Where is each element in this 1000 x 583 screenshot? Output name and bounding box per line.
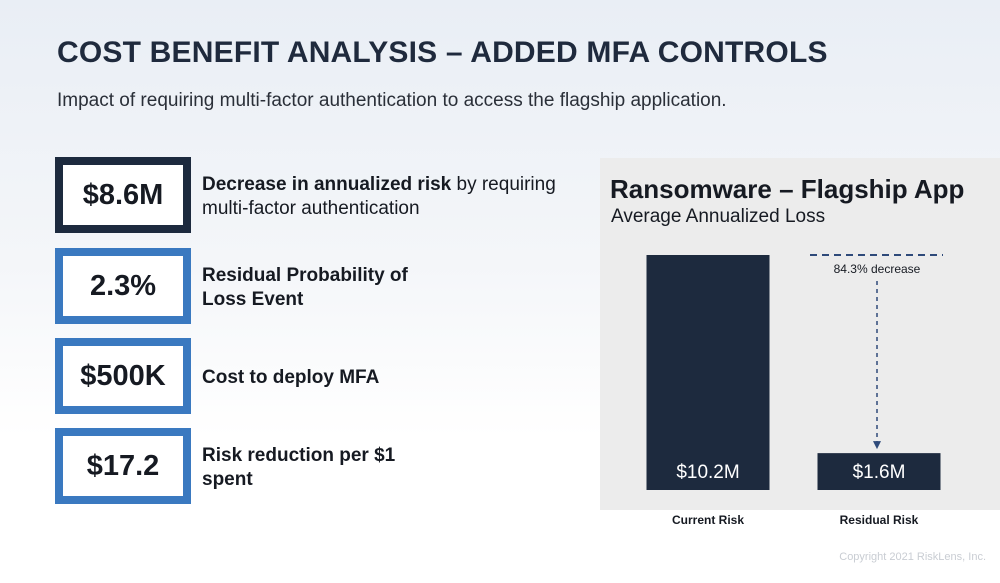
metric-residual-probability: 2.3% Residual Probability of Loss Event [55,248,590,328]
metric-value-box: 2.3% [55,248,191,324]
metric-description: Risk reduction per $1 spent [202,444,432,492]
metric-description: Decrease in annualized risk by requiring… [202,173,592,221]
page-subtitle: Impact of requiring multi-factor authent… [57,90,727,111]
metric-description: Residual Probability of Loss Event [202,264,442,312]
bar-value-label: $1.6M [853,462,906,483]
category-label: Current Risk [672,513,744,527]
metric-risk-decrease: $8.6M Decrease in annualized risk by req… [55,157,590,237]
metric-description-bold: Residual Probability of Loss Event [202,265,408,310]
decrease-arrow-head [873,441,881,450]
bar-value-label: $10.2M [676,462,739,483]
metric-value-box: $8.6M [55,157,191,233]
page-title: COST BENEFIT ANALYSIS – ADDED MFA CONTRO… [57,36,828,69]
bar-1 [817,453,941,490]
metric-deploy-cost: $500K Cost to deploy MFA [55,338,590,418]
metric-description-bold: Risk reduction per $1 spent [202,445,396,490]
copyright: Copyright 2021 RiskLens, Inc. [839,551,986,563]
chart-title: Ransomware – Flagship App [610,174,965,204]
category-label: Residual Risk [840,513,919,527]
metric-value-box: $500K [55,338,191,414]
metric-risk-reduction-per-dollar: $17.2 Risk reduction per $1 spent [55,428,590,508]
metric-description-bold: Cost to deploy MFA [202,367,380,388]
metric-description-bold: Decrease in annualized risk [202,174,452,195]
chart-subtitle: Average Annualized Loss [611,206,826,227]
metric-description: Cost to deploy MFA [202,366,592,390]
metric-value-box: $17.2 [55,428,191,504]
decrease-annotation: 84.3% decrease [834,262,921,276]
bar-chart: $10.2M Current Risk $1.6M Residual Risk 84.3… [646,254,943,527]
metric-description-rest: by requiring multi-factor authentication [202,174,556,219]
bar-0 [646,255,770,490]
